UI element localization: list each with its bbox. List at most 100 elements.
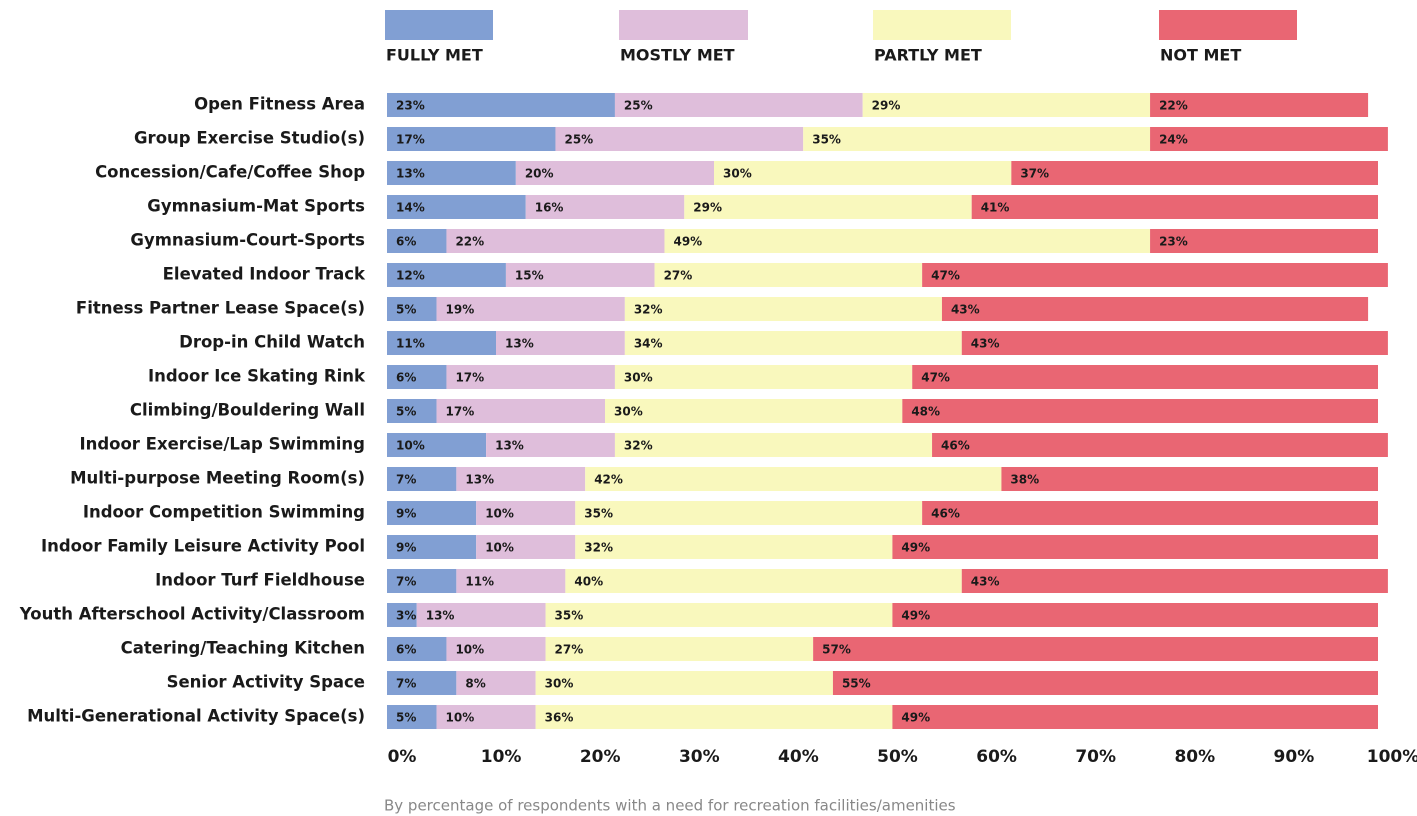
value-label: 47% bbox=[921, 371, 950, 385]
value-label: 6% bbox=[396, 235, 416, 249]
value-label: 48% bbox=[911, 405, 940, 419]
value-label: 25% bbox=[564, 133, 593, 147]
value-label: 27% bbox=[664, 269, 693, 283]
value-label: 5% bbox=[396, 303, 416, 317]
bar-segment bbox=[387, 705, 437, 729]
value-label: 30% bbox=[545, 677, 574, 691]
value-label: 57% bbox=[822, 643, 851, 657]
value-label: 32% bbox=[634, 303, 663, 317]
value-label: 10% bbox=[446, 711, 475, 725]
category-label: Senior Activity Space bbox=[167, 673, 365, 692]
category-label: Indoor Ice Skating Rink bbox=[148, 367, 366, 386]
bar-segment bbox=[892, 705, 1378, 729]
value-label: 23% bbox=[396, 99, 425, 113]
bar-segment bbox=[446, 637, 546, 661]
bar-segment bbox=[892, 535, 1378, 559]
value-label: 13% bbox=[426, 609, 455, 623]
bar-segment bbox=[535, 671, 833, 695]
value-label: 42% bbox=[594, 473, 623, 487]
bar-segment bbox=[486, 433, 615, 457]
value-label: 35% bbox=[584, 507, 613, 521]
value-label: 17% bbox=[396, 133, 425, 147]
value-label: 25% bbox=[624, 99, 653, 113]
bar-segment bbox=[456, 569, 566, 593]
bar-segment bbox=[436, 297, 625, 321]
value-label: 11% bbox=[396, 337, 425, 351]
bar-segment bbox=[525, 195, 685, 219]
value-label: 10% bbox=[485, 507, 514, 521]
value-label: 24% bbox=[1159, 133, 1188, 147]
value-label: 7% bbox=[396, 473, 416, 487]
bar-segment bbox=[515, 161, 715, 185]
bar-segment bbox=[605, 399, 903, 423]
bar-segment bbox=[624, 297, 942, 321]
bar-segment bbox=[496, 331, 625, 355]
bar-segment bbox=[387, 331, 497, 355]
category-label: Concession/Cafe/Coffee Shop bbox=[95, 163, 365, 182]
value-label: 32% bbox=[624, 439, 653, 453]
value-label: 6% bbox=[396, 371, 416, 385]
value-label: 10% bbox=[485, 541, 514, 555]
bar-segment bbox=[387, 467, 457, 491]
bar-segment bbox=[912, 365, 1378, 389]
x-tick-label: 30% bbox=[679, 747, 720, 767]
legend-swatch bbox=[873, 10, 1011, 40]
bar-segment bbox=[832, 671, 1378, 695]
bar-segment bbox=[1001, 467, 1378, 491]
bar-segment bbox=[813, 637, 1378, 661]
legend-swatch bbox=[619, 10, 748, 40]
x-tick-label: 0% bbox=[388, 747, 417, 767]
value-label: 7% bbox=[396, 677, 416, 691]
value-label: 35% bbox=[812, 133, 841, 147]
category-label: Elevated Indoor Track bbox=[163, 265, 366, 284]
bar-segment bbox=[654, 263, 923, 287]
bar-segment bbox=[456, 671, 536, 695]
value-label: 34% bbox=[634, 337, 663, 351]
bar-segment bbox=[387, 93, 615, 117]
bar-segment bbox=[387, 603, 417, 627]
value-label: 16% bbox=[535, 201, 564, 215]
bar-segment bbox=[535, 705, 893, 729]
x-tick-label: 70% bbox=[1075, 747, 1116, 767]
bar-segment bbox=[892, 603, 1378, 627]
bar-segment bbox=[961, 569, 1388, 593]
category-label: Gymnasium-Mat Sports bbox=[147, 197, 365, 216]
category-label: Catering/Teaching Kitchen bbox=[121, 639, 365, 658]
bar-segment bbox=[387, 229, 447, 253]
value-label: 46% bbox=[931, 507, 960, 521]
value-label: 47% bbox=[931, 269, 960, 283]
bar-segment bbox=[416, 603, 546, 627]
x-tick-label: 80% bbox=[1174, 747, 1215, 767]
value-label: 6% bbox=[396, 643, 416, 657]
category-label: Indoor Exercise/Lap Swimming bbox=[79, 435, 365, 454]
category-label: Youth Afterschool Activity/Classroom bbox=[19, 605, 365, 624]
x-tick-label: 40% bbox=[778, 747, 819, 767]
value-label: 30% bbox=[624, 371, 653, 385]
value-label: 38% bbox=[1010, 473, 1039, 487]
value-label: 49% bbox=[901, 541, 930, 555]
bar-segment bbox=[714, 161, 1012, 185]
bar-segment bbox=[684, 195, 972, 219]
legend-swatch bbox=[385, 10, 493, 40]
category-label: Group Exercise Studio(s) bbox=[134, 129, 365, 148]
bar-segment bbox=[456, 467, 586, 491]
bar-segment bbox=[545, 637, 814, 661]
value-label: 17% bbox=[446, 405, 475, 419]
category-label: Indoor Competition Swimming bbox=[83, 503, 365, 522]
bar-segment bbox=[387, 263, 506, 287]
bar-segment bbox=[624, 331, 962, 355]
value-label: 37% bbox=[1020, 167, 1049, 181]
bar-segment bbox=[922, 501, 1378, 525]
bar-segment bbox=[664, 229, 1151, 253]
value-label: 3% bbox=[396, 609, 416, 623]
bar-segment bbox=[862, 93, 1151, 117]
bar-segment bbox=[387, 399, 437, 423]
value-label: 17% bbox=[455, 371, 484, 385]
legend-label: PARTLY MET bbox=[874, 46, 982, 65]
value-label: 13% bbox=[505, 337, 534, 351]
category-label: Indoor Turf Fieldhouse bbox=[155, 571, 365, 590]
bar-segment bbox=[803, 127, 1151, 151]
bar-segment bbox=[941, 297, 1369, 321]
bar-segment bbox=[387, 365, 447, 389]
x-tick-label: 20% bbox=[580, 747, 621, 767]
